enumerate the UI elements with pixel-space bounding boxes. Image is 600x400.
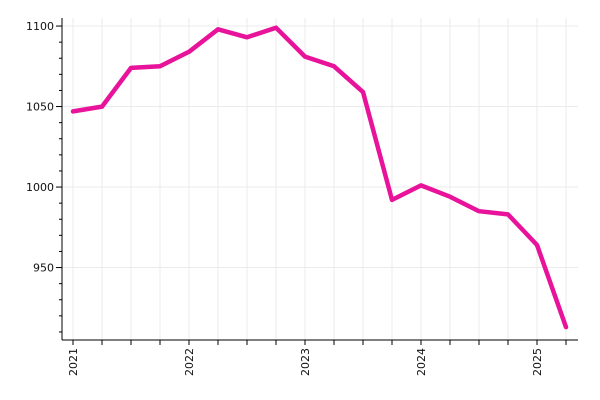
y-tick-label: 1100	[26, 20, 54, 33]
tick-labels: 950 1000 1050 1100 2021 2022 2023 2024 2025	[26, 20, 544, 376]
x-tick-label: 2022	[183, 348, 196, 376]
x-tick-label: 2023	[299, 348, 312, 376]
y-tick-label: 1050	[26, 101, 54, 114]
series-line	[70, 25, 569, 330]
axes	[56, 18, 578, 345]
grid	[62, 18, 578, 340]
y-tick-label: 1000	[26, 181, 54, 194]
x-tick-label: 2024	[415, 348, 428, 376]
y-tick-label: 950	[33, 262, 54, 275]
x-tick-label: 2021	[67, 348, 80, 376]
x-tick-label: 2025	[531, 348, 544, 376]
series-layer	[70, 25, 569, 330]
